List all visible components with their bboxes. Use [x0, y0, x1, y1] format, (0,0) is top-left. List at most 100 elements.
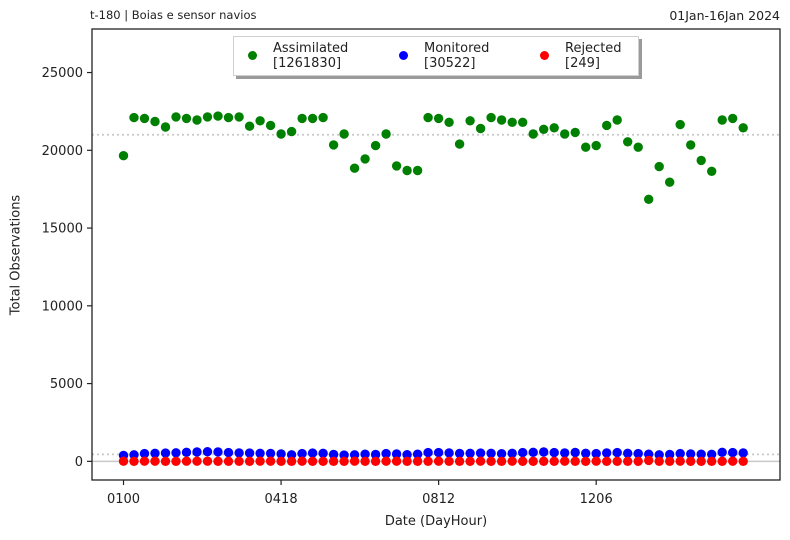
assimilated-point — [717, 115, 727, 125]
assimilated-point — [381, 129, 391, 139]
rejected-point — [675, 456, 685, 466]
rejected-point — [129, 456, 139, 466]
assimilated-point — [507, 117, 517, 128]
x-axis-ticks: 0100 0418 0812 1206 — [107, 480, 613, 507]
rejected-point — [496, 456, 507, 466]
rejected-point — [192, 456, 202, 466]
assimilated-point — [675, 119, 685, 130]
rejected-point — [213, 456, 223, 466]
monitored-point — [265, 448, 276, 459]
assimilated-point — [160, 122, 171, 132]
assimilated-point — [728, 113, 738, 124]
monitored-point — [686, 449, 696, 459]
assimilated-point — [475, 123, 486, 134]
legend-rejected-label: Rejected — [565, 41, 622, 56]
y-tick-label: 15000 — [42, 222, 83, 237]
rejected-point — [391, 456, 402, 466]
rejected-point — [118, 456, 129, 466]
assimilated-marker-icon — [248, 51, 257, 60]
monitored-point — [465, 448, 475, 458]
legend-rejected-count: [249] — [565, 56, 600, 71]
monitored-point — [318, 448, 328, 458]
rejected-point — [454, 456, 465, 466]
assimilated-point — [644, 194, 654, 204]
rejected-point — [644, 455, 654, 466]
assimilated-point — [539, 124, 549, 134]
monitored-point — [486, 448, 496, 458]
monitored-point — [276, 449, 286, 459]
monitored-point — [454, 448, 465, 459]
monitored-point — [181, 447, 192, 457]
assimilated-point — [255, 116, 265, 126]
x-tick-label: 0812 — [422, 492, 455, 507]
rejected-point — [339, 456, 349, 466]
assimilated-point — [560, 129, 570, 139]
assimilated-point — [486, 112, 496, 123]
rejected-point — [181, 456, 192, 466]
monitored-point — [560, 448, 570, 458]
assimilated-point — [654, 161, 664, 172]
monitored-point — [665, 449, 675, 460]
monitored-point — [539, 447, 549, 457]
series-assimilated — [118, 111, 748, 204]
assimilated-point — [454, 139, 465, 149]
rejected-point — [286, 456, 297, 466]
rejected-point — [717, 456, 727, 466]
y-tick-label: 20000 — [42, 144, 83, 159]
rejected-point — [139, 456, 150, 466]
monitored-point — [602, 448, 612, 458]
rejected-point — [412, 456, 423, 466]
monitored-point — [223, 447, 234, 458]
rejected-point — [591, 456, 601, 466]
rejected-point — [160, 456, 171, 466]
monitored-point — [633, 448, 643, 459]
rejected-point — [581, 456, 591, 466]
assimilated-point — [528, 129, 538, 139]
rejected-point — [528, 456, 538, 466]
monitored-point — [444, 448, 454, 458]
monitored-point — [654, 450, 664, 460]
assimilated-point — [234, 112, 244, 122]
assimilated-point — [118, 151, 129, 161]
monitored-point — [475, 448, 486, 458]
monitored-point — [129, 450, 139, 460]
rejected-point — [486, 456, 496, 466]
y-tick-label: 25000 — [42, 66, 83, 81]
assimilated-point — [686, 140, 696, 150]
assimilated-point — [192, 115, 202, 125]
monitored-point — [150, 448, 160, 458]
assimilated-point — [307, 113, 318, 124]
assimilated-point — [402, 165, 412, 176]
monitored-point — [139, 448, 150, 459]
assimilated-point — [349, 163, 360, 173]
assimilated-point — [370, 140, 381, 151]
monitored-point — [612, 447, 622, 458]
monitored-point — [244, 448, 255, 458]
monitored-point — [496, 449, 507, 459]
legend-monitored-count: [30522] — [424, 56, 476, 71]
monitored-point — [717, 447, 727, 457]
rejected-point — [507, 456, 517, 466]
legend-monitored-label: Monitored — [424, 41, 490, 56]
assimilated-point — [696, 155, 706, 166]
rejected-point — [465, 456, 475, 466]
assimilated-point — [602, 120, 612, 131]
monitored-point — [675, 448, 685, 459]
assimilated-point — [633, 142, 643, 152]
y-tick-label: 5000 — [50, 377, 83, 392]
rejected-point — [728, 456, 738, 466]
assimilated-point — [244, 121, 255, 131]
monitored-point — [307, 448, 318, 458]
assimilated-point — [150, 116, 160, 127]
monitored-point — [192, 447, 202, 457]
assimilated-point — [276, 129, 286, 139]
rejected-point — [696, 456, 706, 466]
monitored-point — [255, 448, 265, 458]
rejected-point — [318, 456, 328, 466]
assimilated-point — [139, 113, 150, 124]
rejected-point — [370, 456, 381, 466]
rejected-point — [423, 456, 433, 466]
mean-lines — [92, 133, 780, 463]
assimilated-point — [391, 161, 402, 171]
